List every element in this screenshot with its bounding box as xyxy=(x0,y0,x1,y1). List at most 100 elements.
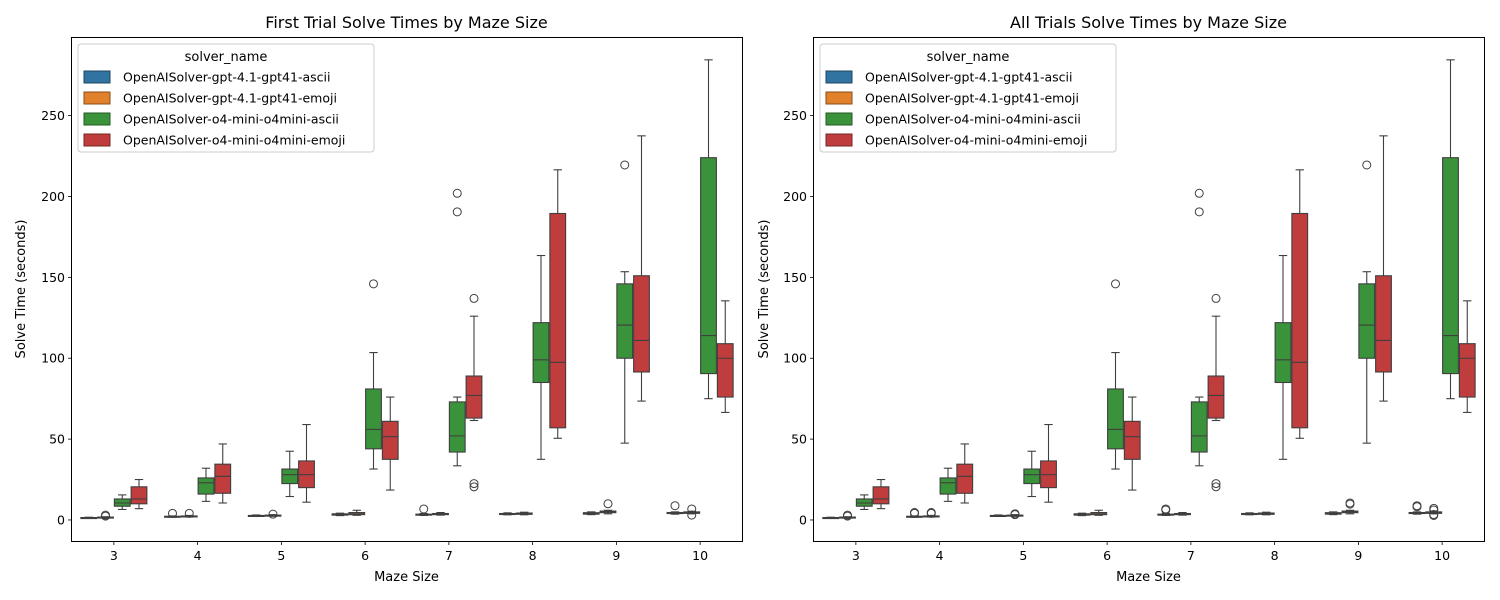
legend-label: OpenAISolver-o4-mini-o4mini-emoji xyxy=(123,133,345,148)
x-tick-label: 8 xyxy=(1271,548,1279,563)
box-1-8 xyxy=(515,511,533,516)
box-0-7 xyxy=(415,504,433,516)
x-tick-label: 5 xyxy=(277,548,285,563)
box-iqr xyxy=(1458,343,1476,398)
x-tick-label: 7 xyxy=(445,548,453,563)
outlier-point xyxy=(843,510,852,520)
legend-label: OpenAISolver-o4-mini-o4mini-emoji xyxy=(865,133,1087,148)
box-3-6 xyxy=(381,396,399,491)
outlier-point xyxy=(1194,188,1204,198)
outlier-point xyxy=(1111,279,1120,289)
outlier-point xyxy=(1429,503,1439,513)
box-3-3 xyxy=(130,478,148,510)
box-2-10 xyxy=(700,59,717,400)
outlier-point xyxy=(1211,482,1221,492)
outlier-point xyxy=(1194,207,1204,217)
box-1-7 xyxy=(432,511,449,516)
y-tick-label: 200 xyxy=(41,189,65,204)
box-3-10 xyxy=(716,300,734,413)
box-3-5 xyxy=(298,423,315,503)
legend-swatch xyxy=(825,70,853,84)
outlier-point xyxy=(1161,504,1171,514)
box-1-5 xyxy=(264,509,282,519)
box-0-10 xyxy=(1408,501,1426,515)
box-2-10 xyxy=(1442,59,1459,400)
box-3-5 xyxy=(1040,423,1057,503)
box-1-9 xyxy=(1341,498,1359,515)
box-2-6 xyxy=(365,279,382,470)
box-0-3 xyxy=(822,516,840,520)
axis-ticks: 0 50 100 150 200 250 3 4 5 6 7 8 9 10 xyxy=(783,108,1450,563)
chart-first-trial: First Trial Solve Times by Maze Size Maz… xyxy=(14,13,743,585)
outlier-point xyxy=(452,207,462,217)
box-iqr xyxy=(956,463,974,494)
legend-swatch xyxy=(83,70,111,84)
box-2-4 xyxy=(197,467,215,502)
box-0-4 xyxy=(906,508,923,518)
legend-swatch xyxy=(825,112,853,126)
x-tick-label: 9 xyxy=(612,548,620,563)
box-2-9 xyxy=(1358,160,1376,444)
x-tick-label: 4 xyxy=(936,548,944,563)
box-1-4 xyxy=(922,508,940,518)
y-tick-label: 50 xyxy=(49,432,65,447)
outlier-point xyxy=(687,504,697,514)
box-iqr xyxy=(1375,275,1392,373)
chart-all-trials: All Trials Solve Times by Maze Size Maze… xyxy=(757,13,1485,585)
box-iqr xyxy=(1023,468,1041,485)
box-iqr xyxy=(532,322,550,384)
box-iqr xyxy=(214,463,232,494)
box-iqr xyxy=(1207,375,1225,419)
box-0-6 xyxy=(1073,512,1091,517)
box-3-7 xyxy=(1207,293,1225,492)
legend-label: OpenAISolver-o4-mini-o4mini-ascii xyxy=(123,112,339,127)
outlier-point xyxy=(101,511,110,521)
box-iqr xyxy=(716,343,734,398)
box-iqr xyxy=(1190,401,1208,453)
box-1-8 xyxy=(1257,511,1275,516)
box-1-7 xyxy=(1174,511,1191,516)
x-axis-label: Maze Size xyxy=(1116,570,1181,585)
box-1-10 xyxy=(683,504,701,520)
box-2-8 xyxy=(1274,254,1292,460)
plot-area xyxy=(822,59,1476,521)
box-2-5 xyxy=(281,450,299,498)
box-3-3 xyxy=(872,478,890,510)
x-tick-label: 3 xyxy=(110,548,118,563)
legend-label: OpenAISolver-gpt-4.1-gpt41-emoji xyxy=(123,91,337,106)
x-tick-label: 6 xyxy=(1103,548,1111,563)
plot-area xyxy=(80,59,734,521)
box-3-9 xyxy=(1375,135,1392,402)
x-tick-label: 8 xyxy=(529,548,537,563)
chart-title: All Trials Solve Times by Maze Size xyxy=(1010,13,1287,32)
legend-label: OpenAISolver-gpt-4.1-gpt41-emoji xyxy=(865,91,1079,106)
outlier-point xyxy=(603,499,613,509)
box-iqr xyxy=(1358,283,1376,359)
box-0-4 xyxy=(164,508,181,518)
box-3-8 xyxy=(1291,169,1309,439)
box-iqr xyxy=(365,388,382,450)
legend-label: OpenAISolver-o4-mini-o4mini-ascii xyxy=(865,112,1081,127)
legend-swatch xyxy=(825,91,853,105)
box-0-3 xyxy=(80,516,98,520)
box-0-7 xyxy=(1157,504,1175,516)
outlier-point xyxy=(1211,479,1221,489)
box-2-8 xyxy=(532,254,550,460)
box-iqr xyxy=(448,401,466,453)
box-iqr xyxy=(281,468,299,485)
legend-swatch xyxy=(83,112,111,126)
box-2-3 xyxy=(855,494,873,511)
outlier-point xyxy=(1429,509,1439,519)
outlier-point xyxy=(469,293,479,303)
box-2-7 xyxy=(448,188,466,467)
outlier-point xyxy=(452,188,462,198)
outlier-point xyxy=(469,482,479,492)
box-iqr xyxy=(633,275,650,373)
outlier-point xyxy=(1211,293,1221,303)
box-iqr xyxy=(1274,322,1292,384)
box-iqr xyxy=(549,212,567,429)
outlier-point xyxy=(268,509,278,519)
x-tick-label: 9 xyxy=(1354,548,1362,563)
box-iqr xyxy=(197,477,215,495)
chart-title: First Trial Solve Times by Maze Size xyxy=(265,13,547,32)
